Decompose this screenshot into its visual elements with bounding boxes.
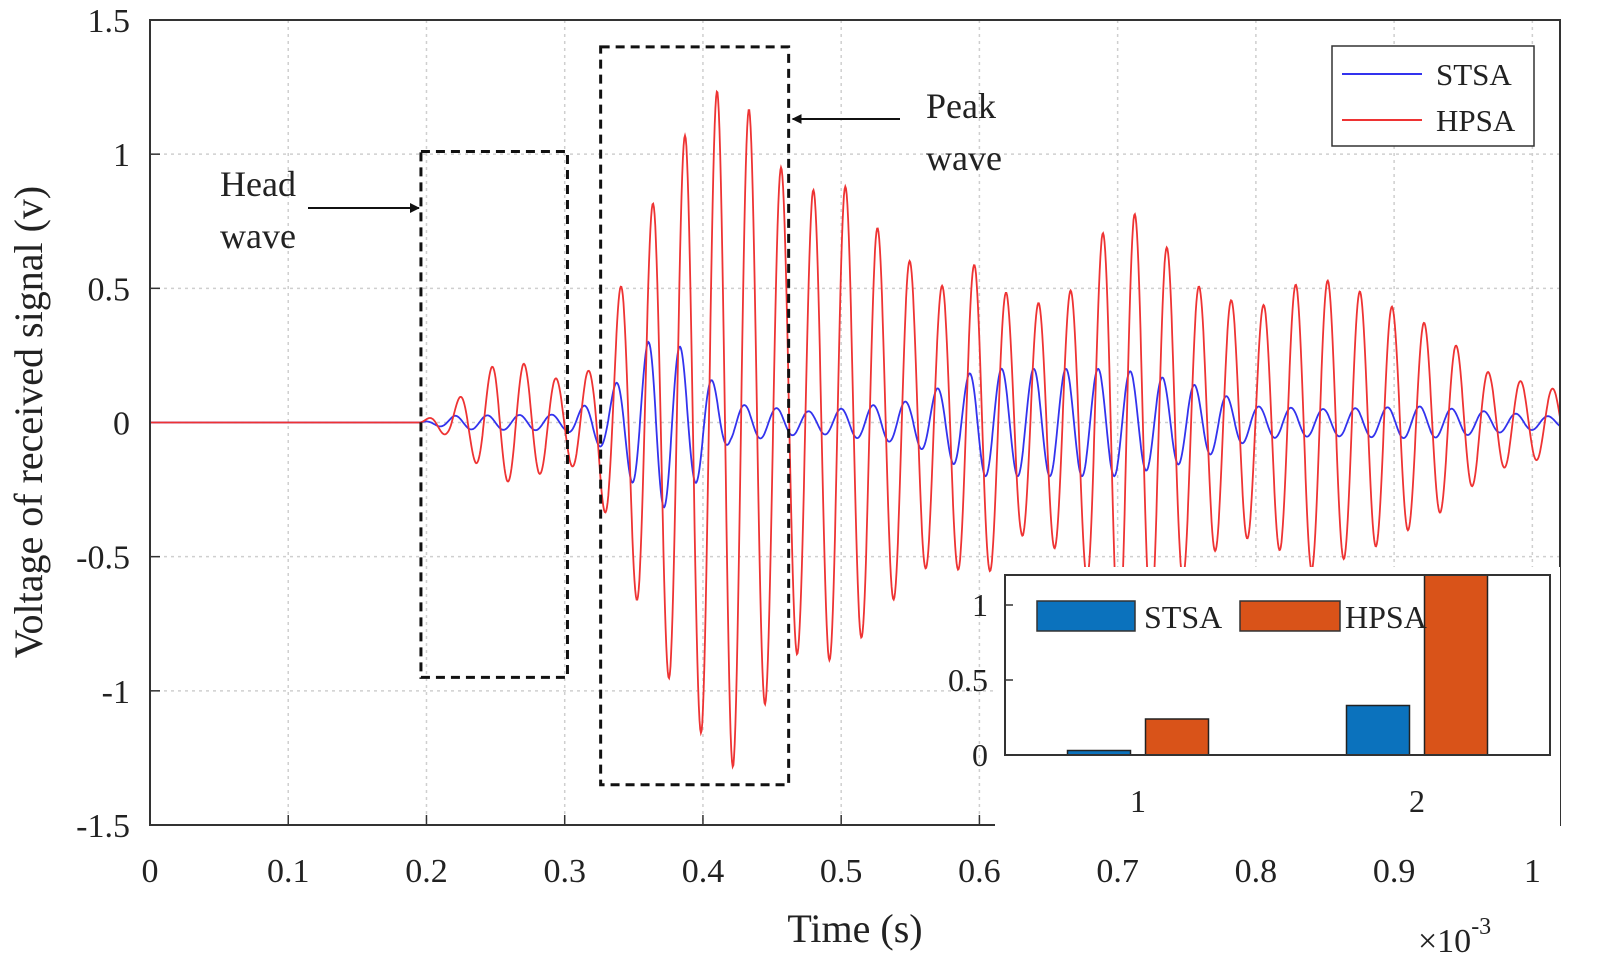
annotations: Head wave Peak wave bbox=[220, 45, 1002, 787]
annotation-label: Peak bbox=[926, 86, 996, 126]
y-tick-label: 1 bbox=[113, 137, 130, 174]
x-tick-label: 0.9 bbox=[1373, 853, 1416, 890]
y-tick-label: -1.5 bbox=[76, 808, 130, 845]
x-axis-label: Time (s) bbox=[787, 906, 922, 951]
inset-legend-swatch-stsa bbox=[1036, 600, 1136, 632]
y-tick-label: 1.5 bbox=[88, 3, 131, 40]
inset-tick-labels: 1 2 0 0.5 1 bbox=[948, 587, 1425, 819]
legend-label-hpsa: HPSA bbox=[1436, 103, 1516, 138]
inset-x-tick-label: 1 bbox=[1130, 783, 1146, 819]
x-tick-label: 0.8 bbox=[1235, 853, 1278, 890]
x-tick-label: 0.3 bbox=[543, 853, 586, 890]
x-tick-label: 0.4 bbox=[682, 853, 725, 890]
inset-legend-label-stsa: STSA bbox=[1144, 599, 1222, 635]
x-exponent: ×10-3 bbox=[1418, 914, 1491, 960]
annotation-label: wave bbox=[926, 138, 1002, 178]
inset-y-tick-label: 0.5 bbox=[948, 662, 988, 698]
y-tick-label: -1 bbox=[102, 674, 130, 711]
plot-frame bbox=[149, 19, 1561, 826]
inset-bar-stsa-2 bbox=[1345, 704, 1411, 756]
series-line-hpsa bbox=[150, 89, 1560, 770]
y-axis-label: Voltage of received signal (v) bbox=[6, 186, 51, 658]
legend-label-stsa: STSA bbox=[1436, 57, 1512, 92]
inset-bars bbox=[1066, 574, 1489, 756]
y-tick-label: 0.5 bbox=[88, 271, 131, 308]
tick-labels: 0 0.1 0.2 0.3 0.4 0.5 0.6 0.7 0.8 0.9 1 1.5 1 0.5 0 -0.… bbox=[76, 3, 1541, 890]
legend-box bbox=[1331, 45, 1535, 147]
x-tick-label: 0 bbox=[142, 853, 159, 890]
x-tick-label: 0.1 bbox=[267, 853, 310, 890]
annotation-box bbox=[599, 45, 791, 787]
inset-legend-label-hpsa: HPSA bbox=[1345, 599, 1427, 635]
inset-y-tick-label: 0 bbox=[972, 737, 988, 773]
y-tick-label: -0.5 bbox=[76, 540, 130, 577]
y-tick-label: 0 bbox=[113, 406, 130, 443]
inset-x-tick-label: 2 bbox=[1409, 783, 1425, 819]
inset-bar-hpsa-2 bbox=[1423, 574, 1489, 756]
x-tick-label: 0.6 bbox=[958, 853, 1001, 890]
annotation-box bbox=[419, 149, 569, 679]
inset-chart: 1 2 0 0.5 1 STSA HPSA bbox=[948, 567, 1560, 837]
x-tick-label: 0.7 bbox=[1096, 853, 1139, 890]
x-tick-label: 0.2 bbox=[405, 853, 448, 890]
inset-legend-swatch-hpsa bbox=[1239, 600, 1341, 632]
x-tick-label: 0.5 bbox=[820, 853, 863, 890]
inset-y-tick-label: 1 bbox=[972, 587, 988, 623]
annotation-label: wave bbox=[220, 216, 296, 256]
series-group bbox=[150, 89, 1560, 770]
legend: STSA HPSA bbox=[1331, 45, 1535, 147]
inset-frame bbox=[1004, 574, 1551, 756]
x-tick-label: 1 bbox=[1524, 853, 1541, 890]
inset-bar-hpsa-1 bbox=[1144, 718, 1210, 756]
annotation-label: Head bbox=[220, 164, 296, 204]
